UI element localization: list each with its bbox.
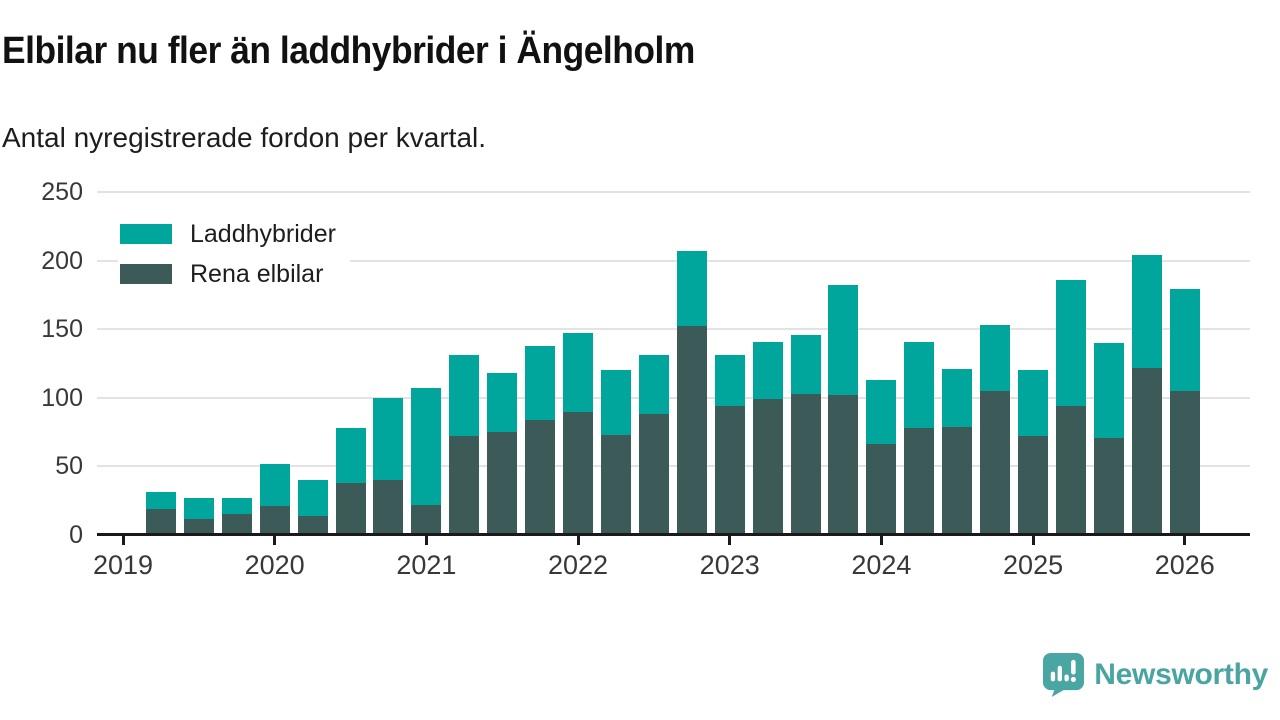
bar-laddhybrider-2025 Q1 <box>1018 370 1049 437</box>
bar-rena-elbilar-2023 Q3 <box>790 393 821 535</box>
bar-rena-elbilar-2021 Q3 <box>487 432 518 535</box>
bar-laddhybrider-2025 Q2 <box>1056 279 1086 407</box>
bar-laddhybrider-2024 Q3 <box>942 368 973 427</box>
bar-laddhybrider-2024 Q1 <box>866 379 897 445</box>
bar-laddhybrider-2020 Q3 <box>335 427 366 483</box>
legend-swatch-laddhybrider <box>120 224 172 244</box>
bar-rena-elbilar-2024 Q3 <box>942 426 973 535</box>
newsworthy-logo-icon <box>1043 653 1085 697</box>
legend-item-rena-elbilar: Rena elbilar <box>118 254 350 294</box>
bar-laddhybrider-2021 Q1 <box>411 388 442 505</box>
x-tick-label-2023: 2023 <box>699 550 760 580</box>
bar-laddhybrider-2021 Q3 <box>487 373 518 433</box>
bar-laddhybrider-2022 Q3 <box>638 355 669 415</box>
bar-rena-elbilar-2024 Q4 <box>980 390 1011 535</box>
bar-rena-elbilar-2024 Q2 <box>904 427 935 535</box>
x-tick-label-2021: 2021 <box>396 550 457 580</box>
bar-rena-elbilar-2021 Q4 <box>525 419 556 535</box>
x-tick-label-2024: 2024 <box>851 550 912 580</box>
bar-laddhybrider-2023 Q3 <box>790 334 821 394</box>
bar-rena-elbilar-2023 Q4 <box>828 395 859 535</box>
x-axis-line <box>97 533 1250 536</box>
x-axis-tick-2026 <box>1183 535 1187 545</box>
legend-label: Rena elbilar <box>190 259 324 288</box>
bar-rena-elbilar-2024 Q1 <box>866 444 897 535</box>
bar-laddhybrider-2020 Q4 <box>373 397 404 481</box>
y-tick-label-50: 50 <box>55 452 83 481</box>
x-tick-label-2026: 2026 <box>1154 550 1215 580</box>
y-tick-label-250: 250 <box>41 178 83 206</box>
legend-item-laddhybrider: Laddhybrider <box>118 214 350 254</box>
x-axis-tick-2022 <box>576 535 580 545</box>
bar-laddhybrider-2023 Q2 <box>752 341 783 400</box>
bar-rena-elbilar-2020 Q2 <box>297 515 328 535</box>
x-tick-label-2022: 2022 <box>547 550 609 580</box>
bar-laddhybrider-2025 Q3 <box>1093 342 1124 438</box>
chart-subtitle: Antal nyregistrerade fordon per kvartal. <box>2 122 487 153</box>
bar-rena-elbilar-2020 Q3 <box>335 482 366 535</box>
y-tick-label-200: 200 <box>41 246 83 275</box>
bar-rena-elbilar-2020 Q4 <box>373 480 404 535</box>
y-tick-label-100: 100 <box>41 383 83 412</box>
bar-rena-elbilar-2023 Q1 <box>714 406 745 535</box>
bar-laddhybrider-2022 Q2 <box>600 370 631 435</box>
bar-rena-elbilar-2022 Q1 <box>563 411 594 535</box>
legend-label: Laddhybrider <box>190 219 336 248</box>
bar-laddhybrider-2024 Q4 <box>980 325 1011 391</box>
bar-laddhybrider-2019 Q2 <box>145 492 176 509</box>
x-axis-tick-2021 <box>424 535 428 545</box>
x-axis-tick-2020 <box>273 535 277 545</box>
bar-rena-elbilar-2019 Q4 <box>221 514 252 535</box>
bar-rena-elbilar-2023 Q2 <box>752 399 783 535</box>
bar-rena-elbilar-2020 Q1 <box>259 506 290 535</box>
bar-laddhybrider-2019 Q4 <box>221 497 252 515</box>
bar-rena-elbilar-2022 Q3 <box>638 414 669 535</box>
bar-laddhybrider-2022 Q1 <box>563 333 594 412</box>
x-axis-tick-2025 <box>1031 535 1035 545</box>
plot-area: 0 50 100 150 200 250 2019 2020 2021 2022 2023 2024 2… <box>41 179 1250 580</box>
y-tick-label-150: 150 <box>41 315 83 344</box>
bar-laddhybrider-2023 Q1 <box>714 355 745 407</box>
bar-laddhybrider-2020 Q2 <box>297 480 328 516</box>
y-tick-label-0: 0 <box>69 521 83 549</box>
bar-laddhybrider-2019 Q3 <box>183 497 214 519</box>
legend-swatch-rena-elbilar <box>120 264 172 284</box>
x-tick-label-2020: 2020 <box>244 550 305 580</box>
x-tick-label-2019: 2019 <box>92 550 154 580</box>
x-axis-tick-2023 <box>728 535 732 545</box>
bar-rena-elbilar-2019 Q3 <box>183 518 214 535</box>
x-tick-label-2025: 2025 <box>1003 550 1064 580</box>
gridline-250 <box>97 191 1250 193</box>
bar-rena-elbilar-2025 Q3 <box>1093 437 1124 535</box>
bar-rena-elbilar-2022 Q2 <box>600 434 631 535</box>
bar-laddhybrider-2026 Q1 <box>1169 289 1200 391</box>
bar-laddhybrider-2025 Q4 <box>1131 255 1162 368</box>
bar-rena-elbilar-2025 Q2 <box>1056 406 1086 535</box>
brand-name: Newsworthy <box>1094 658 1268 691</box>
bar-rena-elbilar-2021 Q2 <box>449 436 480 535</box>
bar-rena-elbilar-2021 Q1 <box>411 504 442 535</box>
bar-laddhybrider-2021 Q2 <box>449 355 480 437</box>
bar-rena-elbilar-2026 Q1 <box>1169 390 1200 535</box>
legend: Laddhybrider Rena elbilar <box>118 214 350 294</box>
bar-laddhybrider-2022 Q4 <box>676 250 707 327</box>
bar-rena-elbilar-2025 Q1 <box>1018 436 1049 535</box>
gridline-50 <box>97 465 1250 468</box>
bar-rena-elbilar-2025 Q4 <box>1131 367 1162 535</box>
x-axis-tick-2024 <box>879 535 883 545</box>
gridline-200 <box>97 259 1250 262</box>
gridline-150 <box>97 328 1250 331</box>
bar-laddhybrider-2020 Q1 <box>259 463 290 507</box>
bar-laddhybrider-2021 Q4 <box>525 345 556 420</box>
newsworthy-brand: Newsworthy <box>1042 652 1268 698</box>
bar-rena-elbilar-2019 Q2 <box>145 508 176 535</box>
bar-laddhybrider-2023 Q4 <box>828 285 859 396</box>
bar-rena-elbilar-2022 Q4 <box>676 326 707 535</box>
bar-laddhybrider-2024 Q2 <box>904 341 935 428</box>
gridline-100 <box>97 396 1250 399</box>
page-title: Elbilar nu fler än laddhybrider i Ängelh… <box>2 30 695 72</box>
x-axis-tick-2019 <box>121 535 125 545</box>
